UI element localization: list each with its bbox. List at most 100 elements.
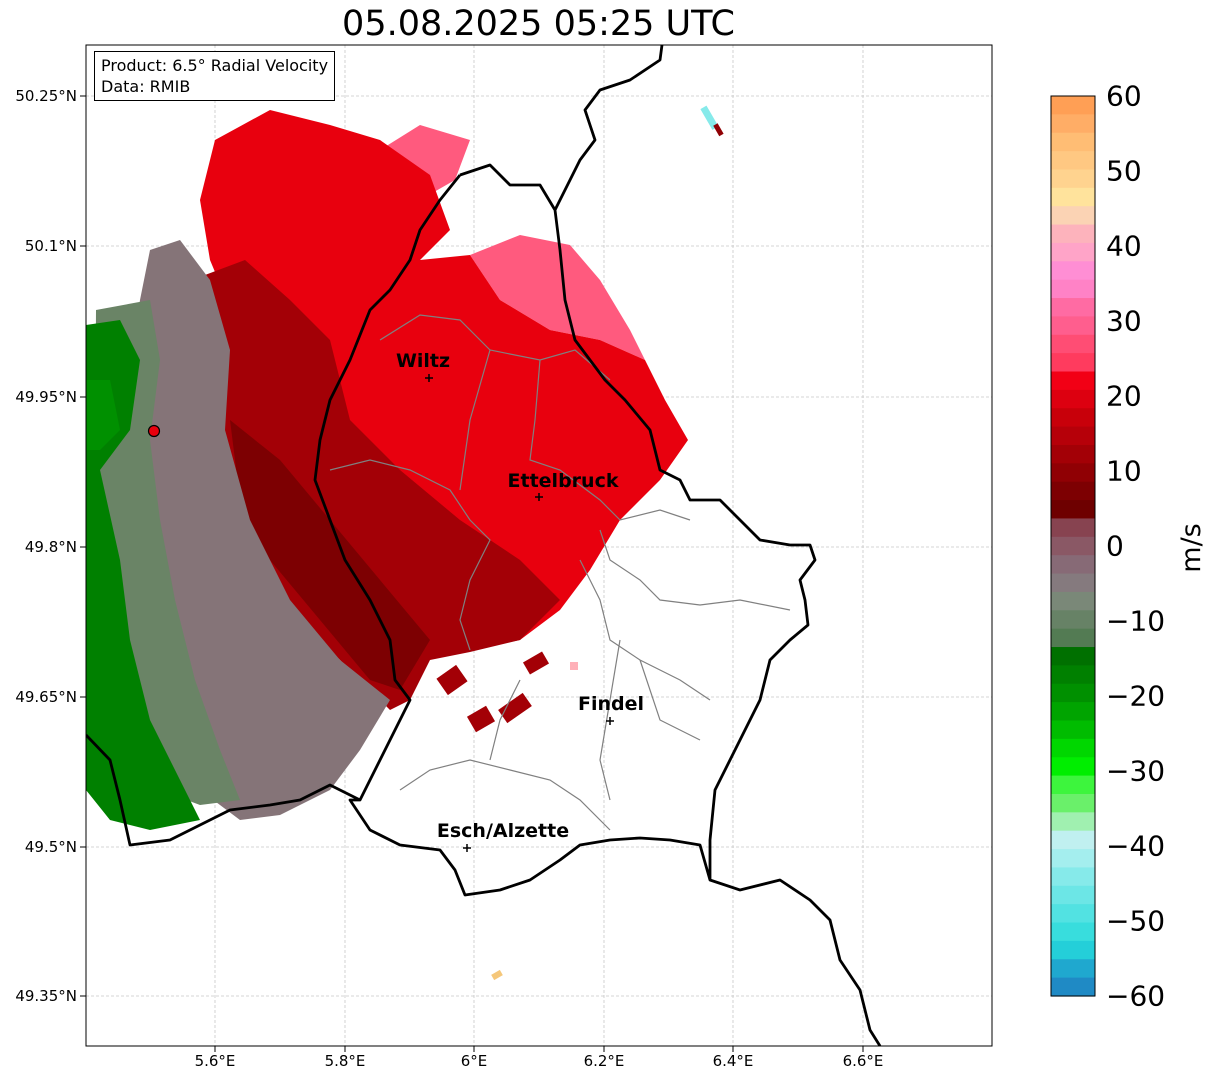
colorbar-tick-label: 30 — [1106, 304, 1142, 338]
city-label-findel: Findel — [577, 693, 645, 715]
colorbar-band — [1051, 738, 1095, 758]
colorbar-band — [1051, 591, 1095, 611]
colorbar-tick-label: −40 — [1106, 829, 1166, 863]
colorbar-band — [1051, 426, 1095, 446]
country-border-belgium-luxembourg — [86, 45, 882, 1046]
colorbar-band — [1051, 408, 1095, 428]
colorbar-tick-label: 40 — [1106, 229, 1142, 263]
colorbar-band — [1051, 940, 1095, 960]
colorbar-band — [1051, 922, 1095, 942]
echo-cell — [436, 664, 468, 696]
colorbar-band — [1051, 628, 1095, 648]
colorbar-band — [1051, 316, 1095, 336]
colorbar-band — [1051, 812, 1095, 832]
colorbar-band — [1051, 334, 1095, 354]
lon-tick-label: 5.6°E — [194, 1052, 236, 1070]
city-marker-wiltz — [425, 374, 433, 382]
colorbar-frame — [1050, 95, 1096, 997]
city-marker-ettelbruck — [535, 493, 543, 501]
lat-tick-label: 49.65°N — [15, 688, 77, 706]
velocity-area-green-bright — [86, 380, 120, 450]
colorbar-band — [1051, 518, 1095, 538]
lat-tick-label: 49.8°N — [24, 538, 77, 556]
colorbar-band — [1051, 279, 1095, 299]
city-markers — [425, 374, 614, 852]
echo-cell — [498, 692, 532, 724]
velocity-area-green — [86, 320, 200, 830]
colorbar-tick-label: −50 — [1106, 904, 1166, 938]
colorbar-band — [1051, 298, 1095, 318]
colorbar-band — [1051, 573, 1095, 593]
colorbar-band — [1051, 96, 1095, 115]
colorbar-band — [1051, 444, 1095, 464]
lon-tick-label: 6.6°E — [842, 1052, 884, 1070]
colorbar-unit-label: m/s — [1176, 523, 1207, 573]
colorbar — [1051, 96, 1095, 997]
colorbar-band — [1051, 904, 1095, 924]
colorbar-band — [1051, 353, 1095, 373]
colorbar-tick-label: 50 — [1106, 154, 1142, 188]
colorbar-band — [1051, 555, 1095, 575]
colorbar-tick-label: −30 — [1106, 754, 1166, 788]
colorbar-band — [1051, 114, 1095, 134]
echo-cell — [713, 123, 724, 137]
echo-cell — [700, 105, 719, 130]
lat-tick-label: 50.1°N — [24, 237, 77, 255]
velocity-field — [86, 105, 724, 981]
colorbar-band — [1051, 500, 1095, 520]
colorbar-band — [1051, 224, 1095, 244]
colorbar-band — [1051, 885, 1095, 905]
city-label-ettelbruck: Ettelbruck — [507, 470, 619, 492]
colorbar-tick-label: 10 — [1106, 454, 1142, 488]
colorbar-band — [1051, 959, 1095, 979]
colorbar-band — [1051, 389, 1095, 409]
colorbar-band — [1051, 702, 1095, 722]
velocity-area-darkred — [175, 260, 560, 710]
lat-tick-label: 49.5°N — [24, 838, 77, 856]
colorbar-band — [1051, 683, 1095, 703]
colorbar-tick-label: −60 — [1106, 979, 1166, 1013]
city-label-esch: Esch/Alzette — [436, 820, 570, 842]
city-marker-esch — [463, 844, 471, 852]
lon-tick-label: 5.8°E — [324, 1052, 366, 1070]
colorbar-band — [1051, 757, 1095, 777]
axis-ticks — [80, 95, 864, 1052]
colorbar-band — [1051, 151, 1095, 171]
colorbar-band — [1051, 481, 1095, 501]
lat-tick-label: 49.95°N — [15, 388, 77, 406]
colorbar-band — [1051, 665, 1095, 685]
echo-cell — [466, 705, 496, 733]
colorbar-band — [1051, 977, 1095, 997]
lon-tick-label: 6°E — [460, 1052, 488, 1070]
velocity-area-red — [200, 110, 688, 650]
colorbar-band — [1051, 261, 1095, 281]
lat-tick-label: 50.25°N — [15, 87, 77, 105]
colorbar-band — [1051, 867, 1095, 887]
product-label: Product: 6.5° Radial Velocity — [101, 56, 329, 75]
colorbar-band — [1051, 720, 1095, 740]
canton-boundaries — [329, 314, 791, 831]
colorbar-band — [1051, 536, 1095, 556]
product-info-box: Product: 6.5° Radial Velocity Data: RMIB — [94, 51, 336, 101]
colorbar-band — [1051, 463, 1095, 483]
data-source-label: Data: RMIB — [101, 77, 191, 96]
echo-cell — [491, 969, 503, 981]
echo-cell — [570, 662, 578, 670]
lon-tick-label: 6.4°E — [712, 1052, 754, 1070]
colorbar-tick-label: −10 — [1106, 604, 1166, 638]
colorbar-band — [1051, 775, 1095, 795]
colorbar-band — [1051, 371, 1095, 391]
colorbar-band — [1051, 610, 1095, 630]
colorbar-band — [1051, 242, 1095, 262]
colorbar-band — [1051, 187, 1095, 207]
plot-frame — [85, 44, 993, 1047]
map-title: 05.08.2025 05:25 UTC — [342, 4, 735, 44]
colorbar-tick-label: 60 — [1106, 79, 1142, 113]
city-label-wiltz: Wiltz — [395, 350, 451, 372]
colorbar-band — [1051, 793, 1095, 813]
radar-site-marker — [147, 424, 161, 438]
colorbar-band — [1051, 849, 1095, 869]
borders — [86, 45, 882, 1046]
city-marker-findel — [606, 717, 614, 725]
